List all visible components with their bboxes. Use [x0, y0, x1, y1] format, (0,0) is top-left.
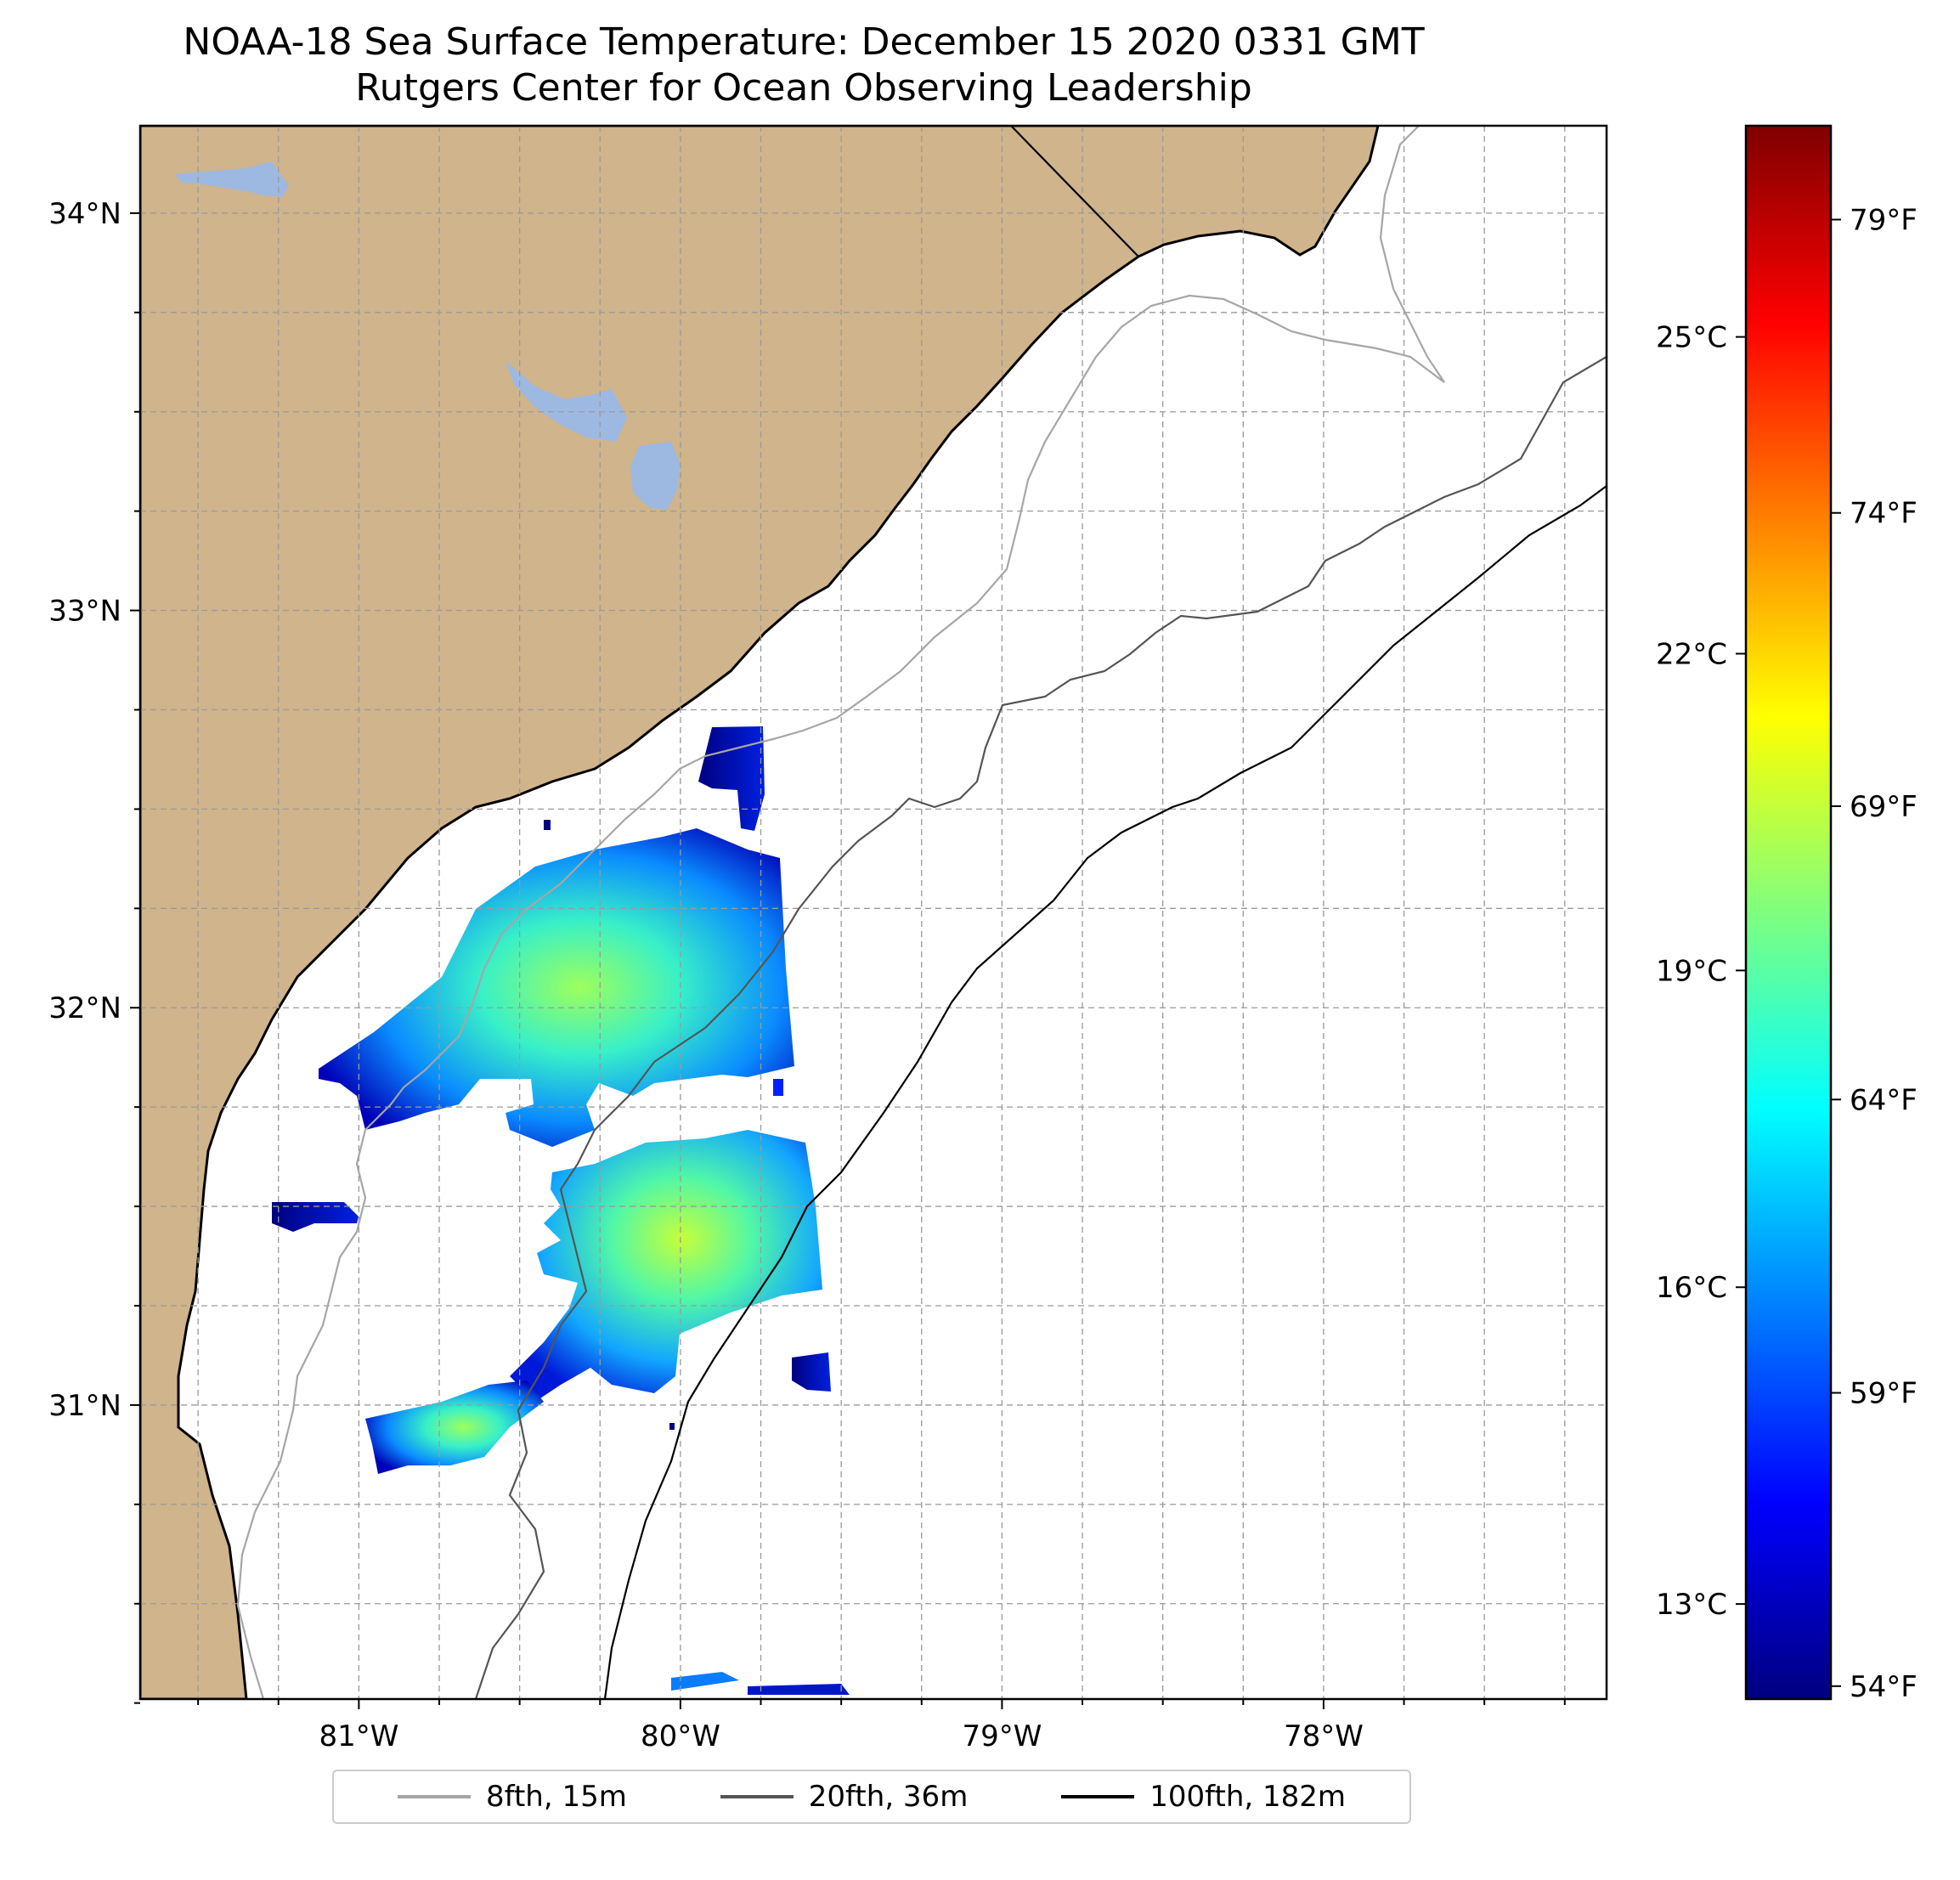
lon-tick-label: 78°W	[1284, 1719, 1364, 1753]
fahrenheit-tick-label: 74°F	[1850, 497, 1918, 531]
state-border	[1010, 126, 1139, 257]
legend-label: 20fth, 36m	[808, 1780, 969, 1814]
colorbar	[1744, 124, 1833, 1701]
map-title: NOAA-18 Sea Surface Temperature: Decembe…	[183, 20, 1425, 64]
legend-item: 20fth, 36m	[720, 1780, 969, 1814]
celsius-tick-label: 19°C	[1656, 954, 1727, 988]
gridlines	[140, 126, 1607, 1699]
lake	[630, 442, 680, 510]
fahrenheit-tick-label: 64°F	[1850, 1083, 1918, 1117]
legend-label: 8fth, 15m	[485, 1780, 627, 1814]
lake	[174, 161, 289, 197]
legend-item: 100fth, 182m	[1061, 1780, 1346, 1814]
legend-label: 100fth, 182m	[1149, 1780, 1347, 1814]
map-area	[140, 126, 1607, 1699]
legend-line-swatch	[720, 1795, 794, 1798]
isobath-legend: 8fth, 15m 20fth, 36m 100fth, 182m	[332, 1770, 1411, 1824]
fahrenheit-tick-label: 54°F	[1850, 1670, 1918, 1704]
legend-item: 8fth, 15m	[397, 1780, 627, 1814]
colorbar-ticks: 25°C 22°C 19°C 16°C 13°C 79°F 74°F 69°F 64°F 59°F…	[1656, 203, 1918, 1703]
celsius-tick-label: 13°C	[1656, 1588, 1727, 1622]
legend-line-swatch	[397, 1795, 471, 1798]
map-frame	[138, 124, 1608, 1701]
celsius-tick-label: 25°C	[1656, 321, 1727, 355]
lon-tick-label: 79°W	[962, 1719, 1042, 1753]
isobath-20fth	[474, 356, 1607, 1699]
land	[140, 126, 1380, 1699]
fahrenheit-tick-label: 79°F	[1850, 203, 1918, 237]
map-subtitle: Rutgers Center for Ocean Observing Leade…	[355, 66, 1252, 110]
celsius-tick-label: 16°C	[1656, 1271, 1727, 1305]
isobath-8fth	[236, 126, 1445, 1699]
lon-tick-label: 80°W	[641, 1719, 720, 1753]
axis-ticks: 81°W 80°W 79°W 78°W 34°N 33°N 32°N 31°N	[48, 197, 1566, 1753]
lon-tick-label: 81°W	[319, 1719, 398, 1753]
lat-tick-label: 33°N	[48, 595, 121, 629]
celsius-tick-label: 22°C	[1656, 637, 1727, 671]
isobath-100fth	[603, 485, 1607, 1699]
legend-line-swatch	[1061, 1795, 1135, 1798]
lat-tick-label: 31°N	[48, 1389, 121, 1423]
lat-tick-label: 34°N	[48, 197, 121, 231]
lat-tick-label: 32°N	[48, 991, 121, 1025]
fahrenheit-tick-label: 69°F	[1850, 790, 1918, 824]
fahrenheit-tick-label: 59°F	[1850, 1377, 1918, 1411]
lake	[506, 361, 627, 442]
